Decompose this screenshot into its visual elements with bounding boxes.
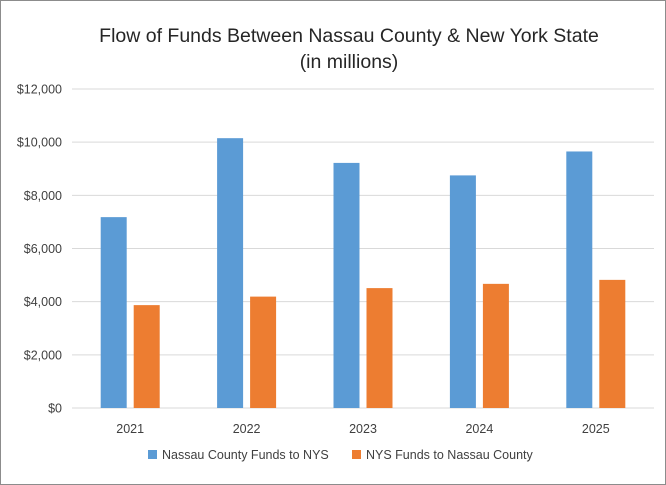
bar-2023-series-2	[366, 288, 393, 408]
chart-title: Flow of Funds Between Nassau County & Ne…	[99, 25, 599, 47]
x-axis-ticks: 2021 2022 2023 2024 2025	[116, 422, 609, 436]
bar-2022-series-2	[250, 296, 277, 408]
x-tick-label: 2025	[582, 422, 610, 436]
x-tick-label: 2021	[116, 422, 144, 436]
y-axis-ticks: $0 $2,000 $4,000 $6,000 $8,000 $10,000 $12,000	[17, 83, 62, 416]
bar-2024-series-1	[449, 175, 476, 408]
bar-2025-series-1	[566, 151, 593, 409]
legend-label-2: NYS Funds to Nassau County	[366, 448, 533, 462]
legend: Nassau County Funds to NYS NYS Funds to N…	[148, 448, 533, 462]
y-tick-label: $6,000	[24, 242, 62, 256]
legend-label-1: Nassau County Funds to NYS	[162, 448, 329, 462]
bar-2021-series-2	[133, 305, 160, 408]
y-tick-label: $2,000	[24, 348, 62, 362]
bar-2023-series-1	[333, 162, 360, 408]
y-tick-label: $4,000	[24, 295, 62, 309]
bars	[100, 138, 626, 409]
bar-2024-series-2	[482, 283, 509, 408]
x-tick-label: 2023	[349, 422, 377, 436]
y-tick-label: $8,000	[24, 189, 62, 203]
bar-2022-series-1	[217, 138, 244, 408]
y-tick-label: $12,000	[17, 83, 62, 97]
gridlines	[72, 88, 654, 409]
x-tick-label: 2024	[465, 422, 493, 436]
bar-2025-series-2	[599, 279, 626, 408]
chart-subtitle: (in millions)	[300, 51, 399, 73]
y-tick-label: $10,000	[17, 136, 62, 150]
y-tick-label: $0	[48, 402, 62, 416]
legend-swatch-1	[148, 450, 157, 459]
bar-2021-series-1	[100, 217, 127, 408]
legend-swatch-2	[352, 450, 361, 459]
x-tick-label: 2022	[233, 422, 261, 436]
